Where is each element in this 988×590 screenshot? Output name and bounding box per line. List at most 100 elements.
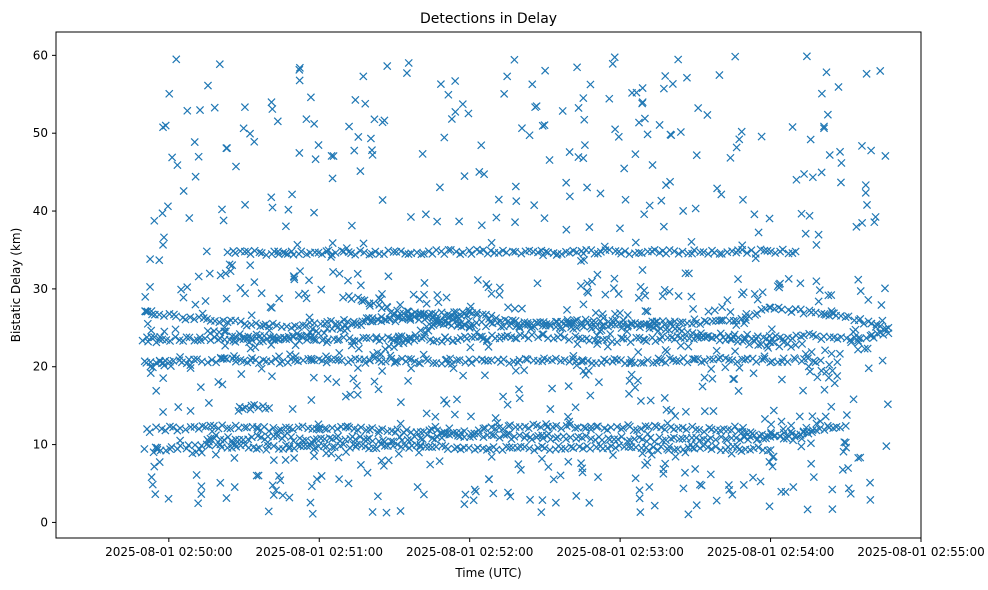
detection-marker [533, 319, 542, 328]
detection-marker [203, 358, 212, 367]
detection-marker [827, 402, 836, 411]
detection-marker [288, 331, 297, 340]
detection-marker [692, 330, 701, 340]
detection-marker [752, 357, 761, 366]
detection-marker [708, 374, 717, 383]
detection-marker [404, 58, 413, 68]
detection-marker [347, 221, 356, 230]
detection-marker [641, 307, 650, 316]
detection-marker [732, 316, 741, 325]
detection-marker [148, 480, 157, 489]
detection-marker [666, 177, 675, 186]
detection-marker [787, 342, 796, 351]
detection-marker [239, 124, 248, 133]
detection-marker [185, 333, 194, 342]
detection-marker [601, 290, 610, 299]
detection-marker [365, 334, 374, 343]
detection-marker [754, 341, 763, 350]
detection-marker [574, 153, 583, 162]
detection-marker [508, 316, 517, 325]
detection-marker [354, 132, 363, 141]
detection-marker [230, 453, 239, 462]
detection-marker [803, 505, 812, 514]
detection-marker [541, 321, 550, 330]
detection-marker [623, 322, 632, 331]
detection-marker [429, 359, 438, 368]
detection-marker [836, 178, 845, 187]
detection-marker [788, 122, 797, 132]
detection-marker [363, 435, 372, 444]
detection-marker [460, 500, 469, 509]
detection-marker [807, 459, 816, 468]
detection-marker [727, 449, 736, 458]
detection-marker [310, 119, 319, 128]
detection-marker [475, 167, 484, 176]
detection-marker [834, 82, 843, 92]
detection-marker [267, 98, 276, 107]
detection-marker [391, 317, 400, 326]
detection-marker [537, 508, 546, 517]
detection-marker [181, 425, 190, 434]
detection-marker [703, 332, 712, 341]
detection-marker [487, 356, 496, 365]
detection-marker [222, 494, 231, 503]
detection-marker [492, 314, 501, 323]
detection-marker [186, 406, 195, 415]
detection-marker [551, 498, 560, 507]
detection-marker [482, 279, 491, 289]
detection-marker [580, 256, 589, 265]
detection-marker [158, 240, 168, 249]
detection-marker [651, 337, 660, 346]
detection-marker [383, 62, 392, 71]
detection-marker [415, 359, 425, 368]
detection-marker [846, 335, 855, 344]
detection-marker [378, 334, 387, 343]
detection-marker [491, 413, 500, 423]
detection-marker [221, 341, 230, 350]
detection-marker [731, 52, 740, 61]
detection-marker [541, 66, 550, 75]
detection-marker [528, 80, 537, 89]
detection-marker [614, 289, 623, 298]
detection-marker [515, 355, 524, 364]
detection-marker [737, 314, 746, 323]
detection-marker [475, 332, 484, 341]
detection-marker [862, 334, 871, 343]
detection-marker [606, 330, 615, 339]
detection-marker [727, 335, 736, 344]
detection-marker [792, 331, 801, 340]
detection-marker [335, 335, 344, 344]
detection-marker [194, 152, 203, 161]
detection-marker [450, 410, 459, 419]
detection-marker [343, 317, 352, 326]
detection-marker [510, 55, 519, 64]
detection-marker [691, 464, 700, 474]
detection-marker [636, 282, 645, 291]
detection-marker [828, 505, 837, 514]
detection-marker [215, 60, 224, 69]
detection-marker [817, 366, 826, 375]
detection-marker [298, 321, 307, 330]
detection-marker [881, 151, 890, 160]
detection-marker [464, 109, 473, 118]
detection-marker [480, 356, 489, 365]
detection-marker [713, 184, 722, 193]
detection-marker [631, 383, 640, 392]
detection-marker [800, 169, 809, 179]
detection-marker [378, 195, 387, 205]
detection-marker [611, 320, 620, 329]
detection-marker [842, 410, 851, 420]
detection-marker [465, 355, 474, 364]
x-tick-label: 2025-08-01 02:50:00 [105, 545, 232, 559]
detection-marker [366, 134, 375, 143]
detection-marker [703, 110, 712, 119]
detection-marker [676, 341, 685, 350]
detection-marker [879, 330, 888, 339]
detection-marker [852, 222, 861, 231]
detection-marker [247, 311, 256, 320]
detection-marker [182, 333, 191, 342]
detection-marker [165, 422, 174, 431]
y-tick-label: 30 [33, 282, 48, 296]
detection-marker [266, 333, 275, 342]
detection-marker [384, 272, 393, 281]
